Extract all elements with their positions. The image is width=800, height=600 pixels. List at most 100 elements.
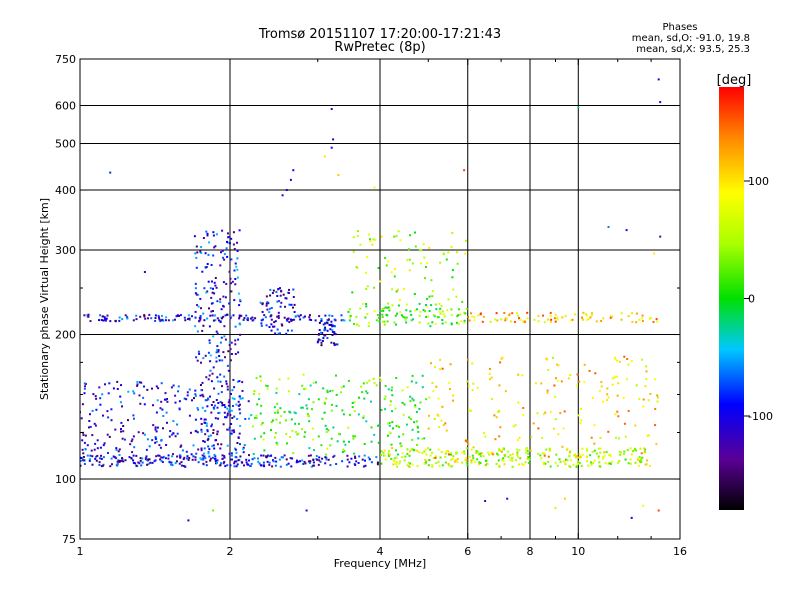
data-point — [441, 464, 444, 467]
data-point — [599, 447, 602, 450]
data-point — [320, 320, 323, 322]
data-point — [317, 338, 320, 341]
data-point — [541, 452, 544, 455]
data-point — [622, 396, 625, 399]
data-point — [210, 264, 213, 266]
data-point — [579, 422, 582, 424]
data-point — [539, 454, 542, 457]
data-point — [550, 320, 552, 323]
data-point — [409, 310, 412, 313]
data-point — [223, 456, 226, 459]
data-point — [595, 452, 598, 455]
data-point — [206, 263, 209, 265]
data-point — [408, 465, 411, 468]
data-point — [567, 377, 570, 380]
data-point — [549, 411, 552, 413]
data-point — [589, 316, 592, 319]
data-point — [226, 255, 229, 258]
data-point — [615, 436, 617, 439]
data-point — [435, 385, 438, 388]
data-point — [452, 288, 455, 291]
data-point — [194, 430, 197, 433]
data-point — [359, 307, 362, 310]
data-point — [554, 320, 557, 323]
data-point — [286, 319, 289, 322]
data-point — [102, 444, 105, 447]
data-point — [323, 155, 326, 158]
data-point — [569, 450, 572, 453]
data-point — [318, 333, 320, 335]
data-point — [524, 461, 527, 464]
data-point — [451, 231, 454, 234]
data-point — [142, 432, 145, 435]
data-point — [574, 456, 577, 459]
data-point — [288, 410, 291, 413]
data-point — [394, 314, 397, 317]
data-point — [143, 315, 146, 318]
data-point — [630, 516, 633, 519]
data-point — [556, 318, 559, 321]
data-point — [216, 461, 218, 464]
data-point — [410, 313, 413, 316]
data-point — [450, 245, 453, 248]
data-point — [403, 316, 406, 319]
data-point — [273, 406, 276, 409]
data-point — [91, 434, 94, 437]
data-point — [634, 424, 637, 427]
data-point — [219, 298, 222, 301]
data-point — [287, 329, 289, 332]
data-point — [194, 393, 197, 396]
data-point — [241, 397, 244, 400]
data-point — [319, 460, 322, 463]
data-point — [231, 458, 233, 461]
data-point — [117, 459, 120, 462]
data-point — [476, 386, 479, 389]
data-point — [619, 451, 622, 454]
data-point — [351, 406, 354, 409]
data-point — [384, 257, 387, 259]
data-point — [207, 351, 210, 354]
data-point — [399, 442, 402, 445]
data-point — [266, 387, 269, 390]
data-point — [202, 457, 205, 460]
data-point — [331, 334, 334, 336]
data-point — [411, 374, 414, 377]
data-point — [255, 414, 258, 417]
data-point — [228, 399, 231, 402]
data-point — [380, 409, 383, 411]
data-point — [270, 318, 273, 321]
data-point — [302, 373, 305, 376]
data-point — [408, 269, 411, 272]
data-point — [323, 402, 326, 405]
data-point — [402, 315, 405, 318]
data-point — [224, 338, 227, 341]
data-point — [333, 332, 336, 335]
data-point — [387, 306, 390, 309]
data-point — [322, 387, 325, 390]
data-point — [333, 454, 336, 457]
data-point — [396, 465, 399, 468]
data-point — [197, 305, 200, 308]
data-point — [443, 315, 446, 318]
data-point — [495, 463, 498, 465]
data-point — [228, 236, 230, 238]
data-point — [181, 449, 184, 452]
data-point — [423, 256, 426, 259]
data-point — [195, 293, 198, 296]
data-point — [109, 465, 112, 468]
data-point — [508, 314, 511, 317]
data-point — [353, 323, 355, 325]
data-point — [277, 288, 280, 290]
data-point — [174, 401, 177, 404]
data-point — [237, 351, 240, 354]
data-point — [465, 447, 468, 450]
x-tick-label: 2 — [227, 545, 234, 558]
data-point — [140, 464, 143, 467]
data-point — [354, 435, 357, 438]
data-point — [253, 437, 256, 440]
data-point — [430, 362, 432, 365]
x-axis: 1 2 4 6 8 10 16 — [77, 59, 687, 558]
data-point — [376, 463, 379, 466]
data-point — [343, 450, 346, 453]
data-point — [205, 460, 208, 463]
